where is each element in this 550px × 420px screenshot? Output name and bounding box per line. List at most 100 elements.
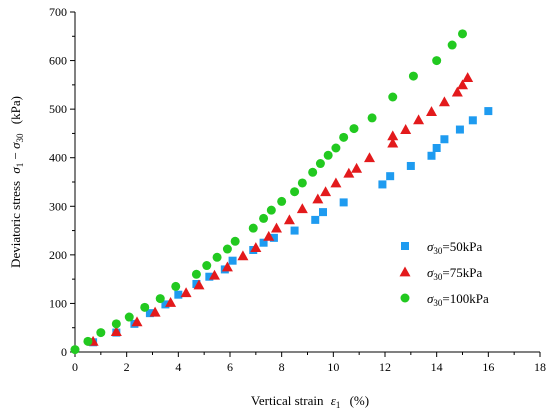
data-point <box>367 113 377 123</box>
data-point <box>315 159 325 169</box>
data-point <box>297 178 307 188</box>
data-point <box>192 280 201 288</box>
data-point <box>155 294 165 304</box>
data-point <box>209 269 220 280</box>
y-tick-label: 400 <box>49 151 67 165</box>
data-point <box>388 92 398 102</box>
legend-marker <box>399 266 411 277</box>
data-point <box>124 312 134 322</box>
data-point <box>149 306 161 317</box>
y-tick-label: 600 <box>49 54 67 68</box>
x-tick-label: 6 <box>227 360 233 374</box>
data-point <box>228 256 237 265</box>
legend-item: σ30=75kPa <box>399 265 482 282</box>
data-point <box>221 261 233 272</box>
data-point <box>283 214 295 225</box>
x-tick-label: 0 <box>72 360 78 374</box>
data-point <box>111 319 121 329</box>
x-axis-title: Vertical strain ε1 (%) <box>251 393 369 411</box>
data-point <box>462 72 474 82</box>
x-tick-label: 18 <box>534 360 546 374</box>
data-point <box>331 143 341 153</box>
y-ticks: 0 100 200 300 400 500 600 700 <box>49 5 75 359</box>
x-tick-label: 14 <box>431 360 443 374</box>
data-point <box>311 215 320 224</box>
y-tick-label: 700 <box>49 5 67 19</box>
x-ticks: 0 2 4 6 8 10 12 14 16 18 <box>72 352 546 374</box>
data-point <box>458 29 467 39</box>
data-point <box>349 124 359 134</box>
data-point <box>222 244 232 254</box>
data-point <box>83 336 93 346</box>
data-point <box>205 272 214 281</box>
data-point <box>161 300 170 309</box>
y-tick-label: 300 <box>49 199 67 213</box>
data-point <box>131 316 143 327</box>
plot-area <box>70 29 493 355</box>
data-point <box>484 107 493 116</box>
series-triangle <box>87 72 474 346</box>
data-point <box>250 242 262 252</box>
x-tick-label: 16 <box>482 360 494 374</box>
data-point <box>426 106 437 116</box>
data-point <box>263 230 275 241</box>
data-point <box>330 177 342 188</box>
legend-label: σ30=100kPa <box>427 291 489 308</box>
legend: σ30=50kPa σ30=75kPa σ30=100kPa <box>399 239 489 308</box>
data-point <box>387 137 399 148</box>
series-square <box>89 107 493 347</box>
data-point <box>171 281 181 291</box>
data-point <box>447 40 457 50</box>
data-point <box>339 198 348 207</box>
data-point <box>193 279 205 290</box>
data-point <box>145 309 154 318</box>
data-point <box>455 125 464 134</box>
data-point <box>180 287 192 298</box>
legend-item: σ30=100kPa <box>400 291 489 308</box>
x-tick-label: 8 <box>279 360 285 374</box>
data-point <box>266 205 276 215</box>
data-point <box>408 71 418 81</box>
data-point <box>259 238 268 247</box>
data-point <box>432 56 442 66</box>
data-point <box>70 345 80 355</box>
data-point <box>191 269 201 279</box>
legend-label: σ30=75kPa <box>427 265 482 282</box>
data-point <box>427 151 436 160</box>
data-point <box>378 180 387 189</box>
y-tick-label: 500 <box>49 102 67 116</box>
data-point <box>269 233 278 242</box>
y-axis-title: Deviatoric stress σ1 − σ30 (kPa) <box>8 96 26 268</box>
series-circle <box>70 29 467 355</box>
data-point <box>259 213 269 223</box>
data-point <box>351 162 363 173</box>
data-point <box>212 252 222 262</box>
y-tick-label: 200 <box>49 248 67 262</box>
data-point <box>296 203 308 214</box>
legend-label: σ30=50kPa <box>427 239 482 256</box>
data-point <box>308 167 318 177</box>
data-point <box>174 290 183 299</box>
data-point <box>432 144 441 152</box>
data-point <box>202 261 212 271</box>
data-point <box>290 226 299 235</box>
legend-marker <box>400 293 410 303</box>
data-point <box>312 193 324 204</box>
x-tick-label: 12 <box>379 360 391 374</box>
x-tick-label: 10 <box>327 360 339 374</box>
data-point <box>96 328 106 338</box>
legend-item: σ30=50kPa <box>401 239 482 256</box>
data-point <box>468 116 477 125</box>
data-point <box>290 187 300 197</box>
x-tick-label: 2 <box>124 360 130 374</box>
data-point <box>413 114 425 125</box>
data-point <box>237 250 249 261</box>
data-point <box>343 167 355 178</box>
data-point <box>248 223 258 233</box>
y-tick-label: 100 <box>49 296 67 310</box>
data-point <box>319 208 327 217</box>
data-point <box>386 172 395 181</box>
data-point <box>165 296 177 307</box>
x-tick-label: 4 <box>175 360 181 374</box>
